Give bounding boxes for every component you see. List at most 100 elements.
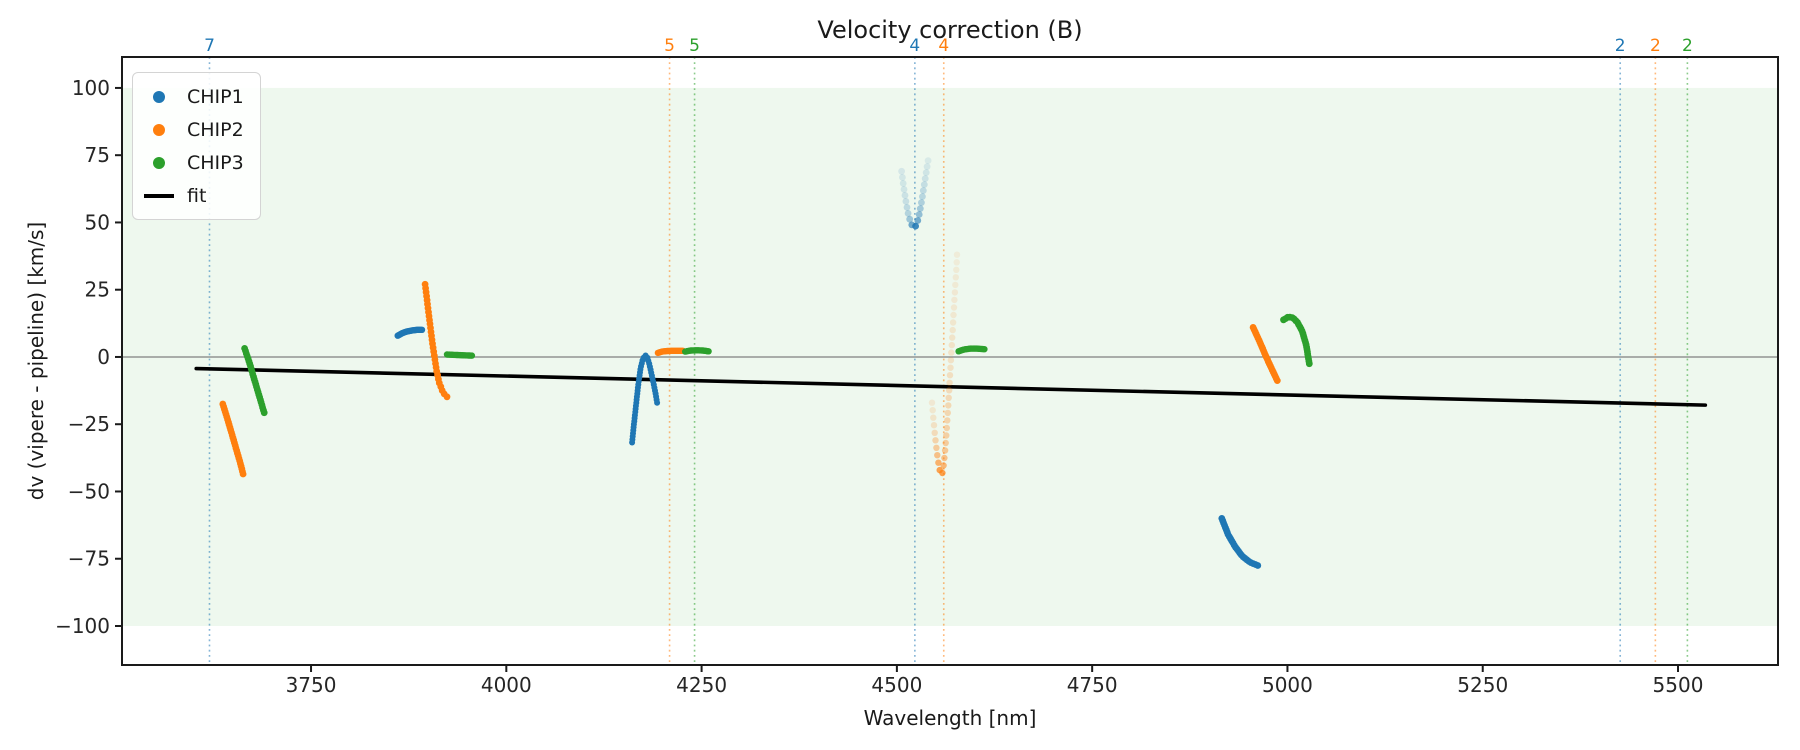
scatter-dot [902, 198, 910, 205]
scatter-dot [981, 346, 988, 353]
scatter-dot [654, 399, 661, 406]
legend-item-chip1: CHIP1 [144, 80, 244, 113]
x-tick-label: 4250 [676, 673, 727, 697]
scatter-dot [930, 422, 938, 429]
y-tick-label: 75 [85, 143, 110, 167]
scatter-dot [947, 364, 954, 371]
scatter-dot [941, 447, 949, 454]
scatter-dot [930, 414, 937, 421]
order-number-label: 4 [909, 36, 920, 56]
legend: CHIP1 CHIP2 CHIP3 fit [132, 72, 261, 220]
scatter-dot [940, 462, 947, 469]
y-tick-label: 0 [97, 345, 110, 369]
scatter-dot [951, 296, 958, 304]
scatter-dot [944, 417, 951, 424]
x-tick-label: 4500 [871, 673, 922, 697]
scatter-dot [915, 211, 923, 218]
scatter-dot [947, 357, 955, 364]
scatter-dot [953, 251, 961, 258]
scatter-dot [919, 187, 927, 195]
chip2-marker-icon [153, 123, 165, 136]
scatter-dot [948, 349, 955, 356]
fit-line-icon [144, 193, 174, 198]
legend-label-chip3: CHIP3 [187, 151, 244, 174]
scatter-dot [1254, 562, 1262, 569]
scatter-dot [705, 348, 712, 355]
order-number-label: 2 [1682, 36, 1693, 56]
legend-label-chip2: CHIP2 [187, 118, 244, 141]
scatter-dot [946, 379, 953, 386]
scatter-dot [919, 193, 926, 201]
y-tick-label: −25 [68, 412, 110, 436]
scatter-dot [953, 259, 960, 266]
scatter-dot [932, 437, 939, 444]
order-number-label: 5 [689, 36, 700, 56]
order-number-label: 4 [938, 36, 949, 56]
y-tick-label: 25 [85, 278, 110, 302]
scatter-dot [899, 180, 907, 187]
x-tick-label: 4000 [481, 673, 532, 697]
scatter-dot [903, 204, 911, 211]
scatter-dot [934, 452, 941, 459]
scatter-dot [950, 304, 958, 311]
legend-item-chip2: CHIP2 [144, 113, 244, 146]
scatter-dot [914, 217, 922, 224]
scatter-dot [953, 266, 960, 273]
scatter-dot [935, 459, 942, 466]
scatter-dot [952, 281, 959, 289]
scatter-dot [1273, 377, 1281, 384]
scatter-dot [418, 326, 426, 333]
scatter-dot [906, 215, 914, 223]
chip1-marker-icon [153, 90, 165, 103]
scatter-dot [949, 334, 956, 341]
scatter-dot [922, 169, 930, 177]
scatter-dot [468, 352, 476, 359]
scatter-dot [929, 407, 936, 414]
x-tick-label: 5500 [1653, 673, 1704, 697]
x-axis-label: Wavelength [nm] [863, 706, 1037, 730]
order-number-label: 2 [1650, 36, 1661, 56]
scatter-dot [443, 393, 451, 401]
scatter-dot [924, 157, 932, 165]
scatter-dot [946, 372, 954, 379]
y-axis-label: dv (vipere - pipeline) [km/s] [24, 221, 48, 501]
scatter-dot [946, 387, 953, 394]
scatter-dot [945, 402, 952, 409]
scatter-dot [923, 163, 931, 171]
order-number-label: 2 [1615, 36, 1626, 56]
scatter-dot [260, 409, 268, 417]
chart-title: Velocity correction (B) [817, 16, 1083, 44]
scatter-dot [928, 399, 936, 406]
scatter-dot [904, 210, 912, 217]
order-number-label: 5 [664, 36, 675, 56]
scatter-dot [948, 341, 955, 349]
chip3-marker-icon [153, 156, 165, 169]
scatter-dot [1305, 360, 1313, 368]
scatter-dot [918, 199, 925, 207]
scatter-dot [952, 274, 959, 281]
scatter-dot [949, 319, 957, 326]
y-tick-label: −75 [68, 547, 110, 571]
scatter-dot [900, 186, 908, 193]
scatter-dot [939, 469, 946, 477]
scatter-dot [943, 432, 950, 439]
scatter-dot [933, 444, 940, 451]
scatter-dot [945, 394, 952, 401]
y-tick-label: 50 [85, 210, 110, 234]
legend-label-chip1: CHIP1 [187, 85, 244, 108]
axes-frame [121, 56, 1779, 666]
scatter-dot [949, 326, 956, 334]
scatter-dot [239, 470, 247, 478]
scatter-dot [951, 289, 959, 296]
scatter-dot [950, 311, 957, 319]
scatter-dot [898, 167, 905, 175]
y-tick-label: −100 [55, 614, 110, 638]
x-tick-label: 5250 [1457, 673, 1508, 697]
x-tick-label: 4750 [1067, 673, 1118, 697]
legend-label-fit: fit [187, 184, 207, 207]
x-tick-label: 3750 [286, 673, 337, 697]
scatter-dot [901, 192, 909, 199]
scatter-dot [944, 409, 951, 417]
legend-item-chip3: CHIP3 [144, 146, 244, 179]
scatter-dot [943, 424, 950, 432]
